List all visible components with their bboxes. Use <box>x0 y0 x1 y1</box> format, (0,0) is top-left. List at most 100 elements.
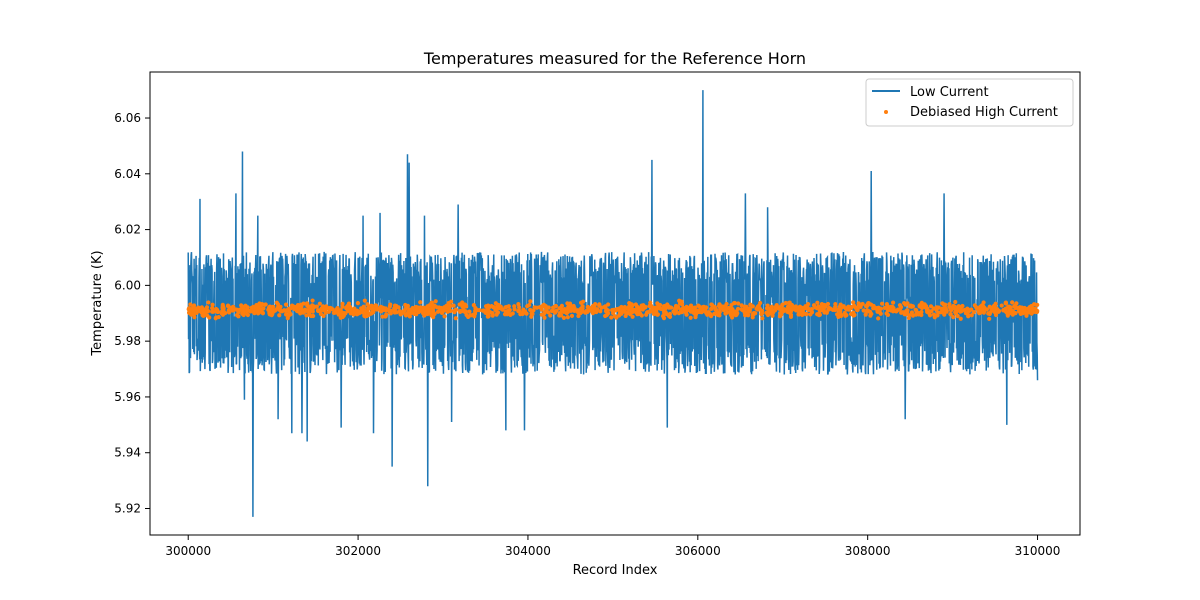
high-current-point <box>262 302 268 307</box>
high-current-point <box>897 303 903 308</box>
high-current-point <box>310 298 315 303</box>
high-current-point <box>820 304 826 310</box>
high-current-point <box>789 302 795 308</box>
high-current-point <box>919 309 924 315</box>
high-current-point <box>234 313 240 318</box>
high-current-point <box>437 309 442 314</box>
high-current-point <box>698 309 703 315</box>
high-current-point <box>551 309 556 314</box>
high-current-point <box>446 306 452 311</box>
y-tick-label: 6.06 <box>114 111 141 125</box>
high-current-point <box>707 311 712 317</box>
high-current-point <box>992 309 997 315</box>
high-current-point <box>746 313 751 318</box>
x-tick-label: 300000 <box>165 544 211 558</box>
high-current-point <box>593 302 598 307</box>
high-current-point <box>432 311 437 316</box>
high-current-point <box>908 303 913 308</box>
high-current-point <box>276 305 281 311</box>
high-current-point <box>318 308 323 314</box>
high-current-point <box>575 308 581 313</box>
high-current-point <box>890 300 896 305</box>
high-current-point <box>204 305 210 310</box>
high-current-point <box>553 303 559 309</box>
high-current-point <box>712 311 717 316</box>
high-current-point <box>321 313 326 319</box>
high-current-point <box>427 310 433 315</box>
high-current-point <box>742 304 748 309</box>
high-current-point <box>194 307 199 313</box>
high-current-point <box>1026 310 1031 315</box>
high-current-point <box>239 303 244 308</box>
high-current-point <box>464 312 469 318</box>
high-current-point <box>259 302 264 307</box>
high-current-point <box>407 314 412 319</box>
high-current-point <box>366 306 371 311</box>
high-current-point <box>301 301 306 306</box>
high-current-point <box>974 305 979 310</box>
high-current-point <box>644 312 649 317</box>
high-current-point <box>485 311 490 316</box>
x-axis-label: Record Index <box>573 563 658 578</box>
high-current-point <box>209 309 215 314</box>
high-current-point <box>370 306 375 311</box>
high-current-point <box>709 306 714 311</box>
high-current-point <box>948 312 953 317</box>
high-current-point <box>943 302 948 307</box>
high-current-point <box>565 315 570 320</box>
high-current-point <box>201 310 206 315</box>
high-current-point <box>760 316 765 321</box>
high-current-point <box>817 312 823 317</box>
high-current-point <box>858 304 863 310</box>
high-current-point <box>568 308 573 313</box>
low-current-line <box>187 90 1039 517</box>
high-current-point <box>728 309 733 315</box>
x-tick-label: 302000 <box>335 544 381 558</box>
high-current-point <box>430 306 436 311</box>
high-current-point <box>191 308 196 314</box>
high-current-point <box>283 302 289 307</box>
high-current-point <box>498 306 503 311</box>
high-current-point <box>876 316 881 321</box>
high-current-point <box>884 302 889 307</box>
high-current-point <box>508 312 513 317</box>
high-current-point <box>882 305 887 310</box>
high-current-point <box>366 312 371 318</box>
high-current-point <box>576 313 581 319</box>
high-current-point <box>357 310 363 315</box>
y-tick-label: 5.98 <box>114 334 141 348</box>
high-current-point <box>340 301 345 306</box>
high-current-point <box>336 311 342 316</box>
x-tick-label: 304000 <box>505 544 551 558</box>
high-current-point <box>919 300 924 305</box>
high-current-point <box>363 314 368 319</box>
high-current-point <box>361 310 366 315</box>
high-current-point <box>849 304 854 309</box>
high-current-point <box>520 311 525 316</box>
high-current-point <box>987 316 992 321</box>
high-current-point <box>907 313 912 318</box>
high-current-point <box>731 300 737 306</box>
legend-dot-marker <box>884 110 888 114</box>
high-current-point <box>539 312 544 317</box>
high-current-point <box>849 311 854 316</box>
high-current-point <box>867 309 873 314</box>
high-current-point <box>622 305 627 310</box>
high-current-point <box>314 304 319 309</box>
high-current-point <box>785 307 791 312</box>
high-current-point <box>568 303 573 308</box>
high-current-point <box>516 301 521 307</box>
high-current-point <box>667 314 673 319</box>
high-current-point <box>999 303 1004 308</box>
high-current-point <box>524 311 529 316</box>
high-current-point <box>461 309 466 314</box>
x-tick-label: 308000 <box>845 544 891 558</box>
high-current-point <box>562 307 567 313</box>
high-current-point <box>255 308 260 313</box>
high-current-point <box>542 315 547 320</box>
high-current-point <box>407 307 412 312</box>
high-current-point <box>688 315 693 320</box>
high-current-point <box>896 307 901 312</box>
high-current-point <box>642 305 647 310</box>
